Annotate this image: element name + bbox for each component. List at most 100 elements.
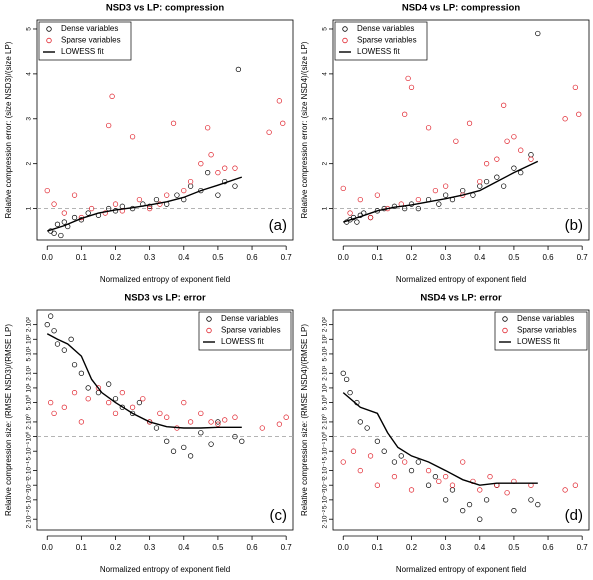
point [460,507,466,514]
y-axis-label: Relative compression size: (RMSE NSD3)/(… [4,324,13,516]
x-tick-label: 0.0 [338,253,350,262]
point [367,214,374,221]
point [112,410,119,417]
point [129,410,136,417]
panel-annotation: (b) [565,217,583,234]
x-tick-label: 0.4 [178,543,190,552]
legend-marker [342,37,348,44]
y-tick-label: 5·10⁻¹ [322,441,329,460]
point [453,138,459,144]
legend-label: Dense variables [357,24,414,33]
panel-annotation: (d) [565,507,583,524]
legend-marker [206,316,212,322]
x-tick-label: 0.1 [76,253,88,262]
legend-label: Dense variables [61,24,118,33]
point [460,187,466,194]
y-axis-label: Relative compression size: (RMSE NSD4)/(… [300,324,309,516]
y-axis-label: Relative compression error: (size NSD4)/… [300,41,309,218]
point [88,205,95,212]
point [518,170,524,176]
point [198,410,204,417]
point [576,111,582,117]
legend-marker [46,26,52,32]
point [129,134,136,140]
x-tick-label: 0.7 [281,253,293,262]
point [425,482,432,488]
x-tick-label: 0.6 [246,543,258,552]
point [477,516,483,522]
legend-label: LOWESS fit [517,337,560,346]
point [181,187,187,194]
point [350,448,357,454]
panel: NSD3 vs LP: error Normalized entropy of e… [4,293,294,574]
point [347,389,353,396]
legend-marker [342,26,348,32]
point [71,362,78,368]
plot-frame [332,19,590,241]
point [102,210,108,216]
x-tick-label: 0.1 [372,543,384,552]
panel: NSD4 vs LP: compression Normalized entrop… [300,3,590,284]
point [174,192,180,198]
point [153,425,160,431]
x-tick-label: 0.5 [508,543,520,552]
y-tick-label: 2·10⁻² [26,509,33,528]
y-tick-label: 5 [26,27,33,31]
point [85,385,91,391]
y-tick-label: 1 [26,206,33,210]
lowess-line [46,333,242,429]
x-tick-label: 0.4 [178,253,190,262]
point [164,414,170,420]
point [340,370,346,376]
point [504,138,510,144]
point [157,410,163,417]
point [367,453,374,459]
legend-label: LOWESS fit [221,337,264,346]
point [494,156,500,162]
point [504,490,510,496]
y-tick-label: 4 [322,72,329,76]
x-tick-label: 0.0 [42,253,54,262]
point [460,459,466,465]
x-axis-label: Normalized entropy of exponent field [396,565,526,574]
y-tick-label: 2 [322,161,329,165]
x-tick-label: 0.0 [42,543,54,552]
point [61,219,67,225]
point [449,487,456,493]
chart-title: NSD4 vs LP: error [420,293,502,304]
point [408,467,415,474]
point [374,438,381,444]
legend-box [494,311,588,351]
point [354,219,360,225]
lowess-line [342,392,538,486]
y-tick-label: 10⁻¹ [322,478,329,492]
panel: NSD4 vs LP: error Normalized entropy of e… [300,293,590,574]
x-tick-label: 0.5 [212,543,224,552]
y-tick-label: 5·10⁰ [321,394,329,410]
y-tick-label: 2·10¹ [322,365,329,381]
y-tick-label: 5·10⁻² [26,490,33,509]
point [436,201,442,207]
point [483,161,490,167]
legend-label: Sparse variables [357,36,417,45]
y-tick-label: 1 [322,206,329,210]
point [374,192,381,198]
point [71,389,78,396]
legend-box [334,21,428,61]
point [535,30,541,37]
point [215,419,221,425]
legend-marker [502,316,508,322]
point [119,404,125,410]
point [181,444,187,451]
point [208,441,214,447]
point [198,161,204,167]
x-axis-label: Normalized entropy of exponent field [100,565,230,574]
point [477,178,483,185]
legend-label: Sparse variables [517,326,577,335]
point [239,438,245,444]
point [222,417,228,423]
point [85,210,91,216]
point [136,196,143,203]
point [119,389,125,396]
